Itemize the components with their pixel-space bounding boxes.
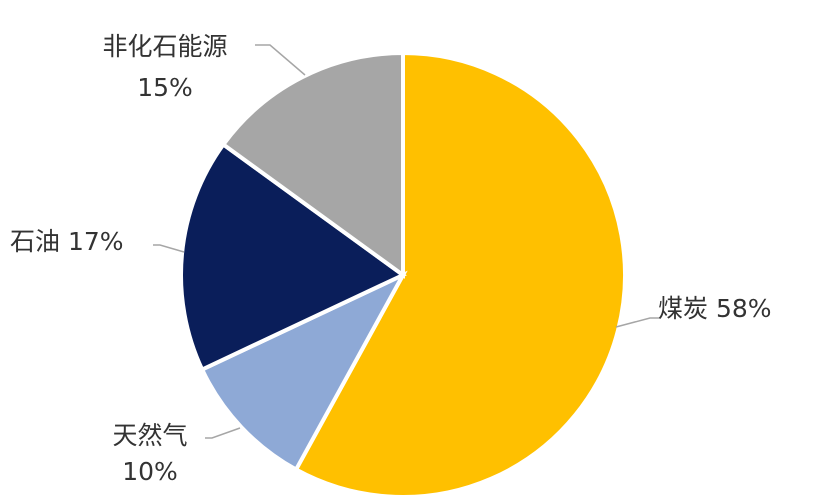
leader-line-oil — [153, 244, 185, 253]
pie-slice-oil — [179, 141, 407, 373]
label-gas-value: 10% — [122, 457, 178, 486]
leader-line-nonfossil — [255, 44, 306, 76]
pie-slice-gas — [199, 270, 408, 473]
leader-line-coal — [615, 317, 660, 328]
label-nonfossil-value: 15% — [137, 73, 193, 102]
label-gas: 天然气 — [112, 421, 187, 450]
leader-line-gas — [205, 427, 241, 439]
pie-slice-nonfossil — [220, 50, 405, 279]
pie-slice-coal — [293, 50, 627, 499]
label-nonfossil: 非化石能源 — [102, 32, 227, 61]
label-coal: 煤炭 58% — [658, 294, 772, 323]
label-oil: 石油 17% — [10, 227, 124, 256]
